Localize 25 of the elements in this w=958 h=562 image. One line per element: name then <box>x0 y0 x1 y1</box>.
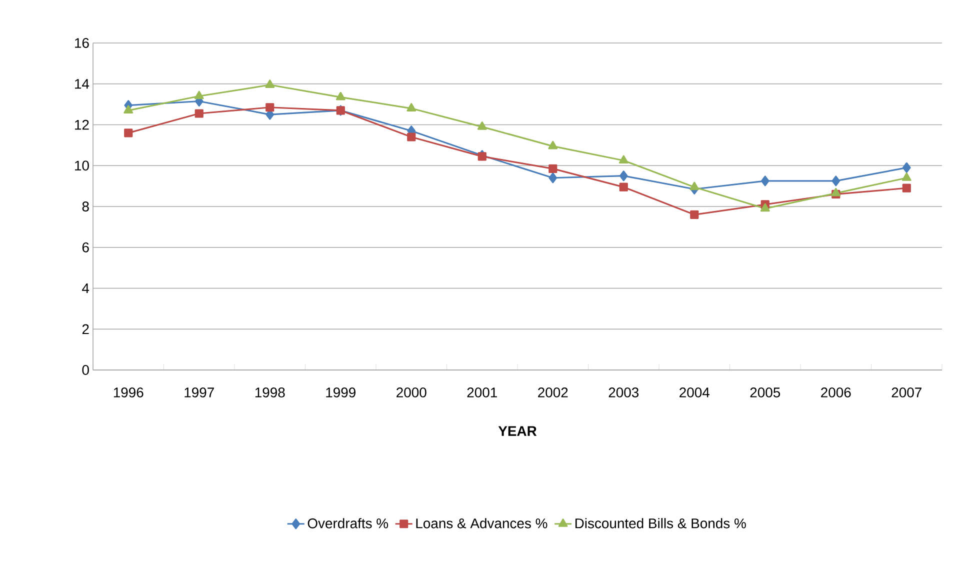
x-tick-label: 2002 <box>538 388 568 398</box>
y-tick-label: 10 <box>75 160 89 171</box>
x-tick-label: 2006 <box>821 388 851 398</box>
y-tick-label: 4 <box>82 283 90 294</box>
y-tick-label: 12 <box>75 120 89 130</box>
legend-label: Discounted Bills & Bonds % <box>575 518 746 528</box>
y-tick-label: 2 <box>82 324 89 334</box>
x-tick-label: 2004 <box>680 388 710 398</box>
y-tick-label: 8 <box>82 202 89 212</box>
x-tick-label: 2000 <box>396 388 426 398</box>
x-tick-label: 1996 <box>114 388 144 398</box>
y-tick-label: 0 <box>82 365 89 375</box>
x-tick-label: 2001 <box>467 388 497 398</box>
x-tick-label: 2003 <box>608 388 639 398</box>
x-tick-label: 2005 <box>750 388 780 398</box>
x-tick-label: 1999 <box>326 388 356 398</box>
legend-label: Overdrafts % <box>308 518 388 528</box>
legend-label: Loans & Advances % <box>416 518 548 528</box>
x-axis-title: YEAR <box>498 426 537 436</box>
y-tick-label: 14 <box>75 79 90 89</box>
x-tick-label: 2007 <box>892 388 922 398</box>
x-tick-label: 1997 <box>184 388 214 398</box>
x-tick-label: 1998 <box>255 388 285 398</box>
y-tick-label: 16 <box>75 38 89 48</box>
y-tick-label: 6 <box>82 242 89 252</box>
